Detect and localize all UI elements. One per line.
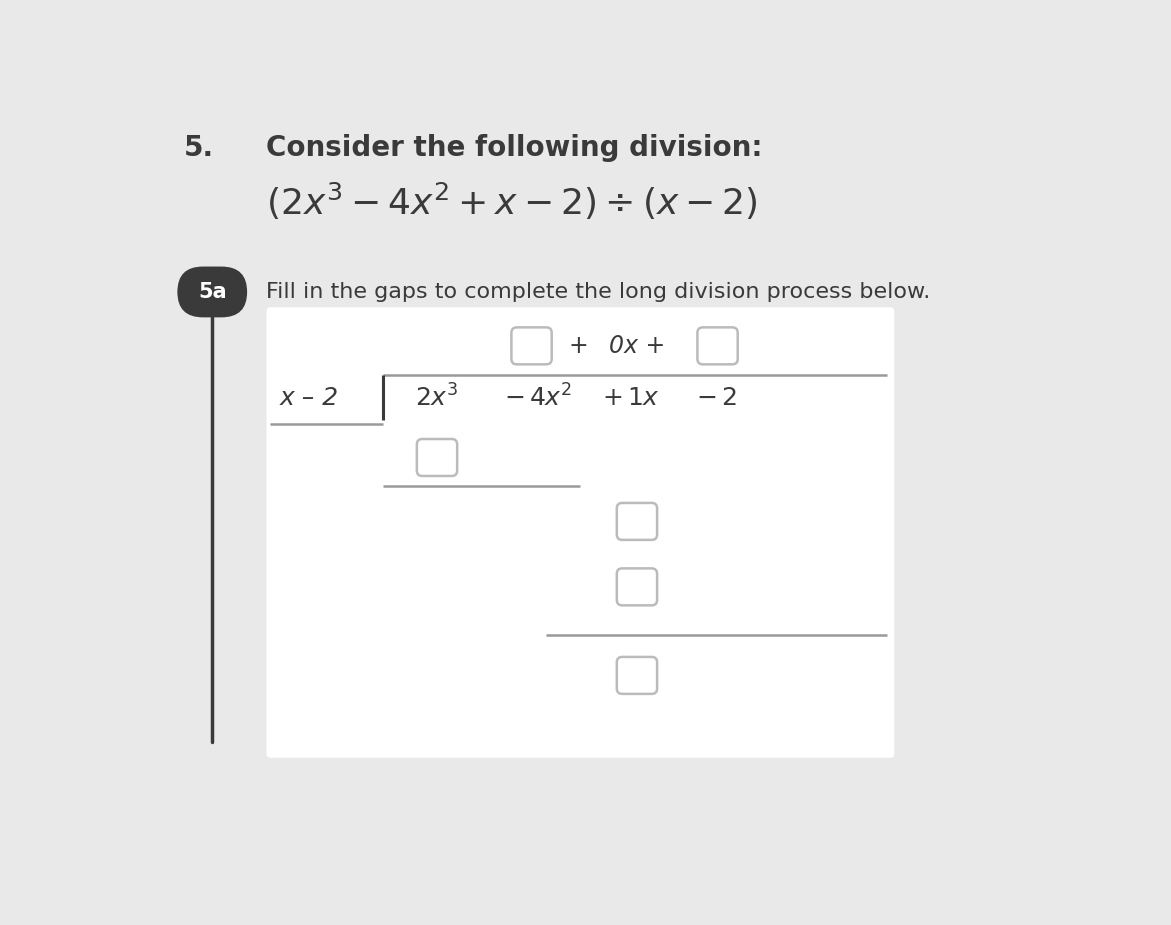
FancyBboxPatch shape	[267, 307, 895, 758]
Text: 0x +: 0x +	[609, 334, 665, 358]
Text: $-\,4x^2$: $-\,4x^2$	[504, 385, 571, 412]
FancyBboxPatch shape	[617, 503, 657, 540]
Text: 5.: 5.	[184, 134, 213, 162]
FancyBboxPatch shape	[417, 439, 457, 476]
Text: 5a: 5a	[198, 282, 226, 302]
FancyBboxPatch shape	[698, 327, 738, 364]
Text: $-\,2$: $-\,2$	[696, 387, 737, 410]
Text: x – 2: x – 2	[280, 387, 338, 410]
FancyBboxPatch shape	[617, 568, 657, 605]
Text: $+\,1x$: $+\,1x$	[602, 387, 659, 410]
FancyBboxPatch shape	[617, 657, 657, 694]
Text: Consider the following division:: Consider the following division:	[267, 134, 763, 162]
FancyBboxPatch shape	[512, 327, 552, 364]
Text: $2x^3$: $2x^3$	[416, 385, 459, 412]
Text: Fill in the gaps to complete the long division process below.: Fill in the gaps to complete the long di…	[267, 282, 931, 302]
Text: $\left(2x^3 - 4x^2 + x - 2\right) \div \left(x - 2\right)$: $\left(2x^3 - 4x^2 + x - 2\right) \div \…	[267, 180, 759, 221]
Text: +: +	[568, 334, 588, 358]
FancyBboxPatch shape	[177, 266, 247, 317]
